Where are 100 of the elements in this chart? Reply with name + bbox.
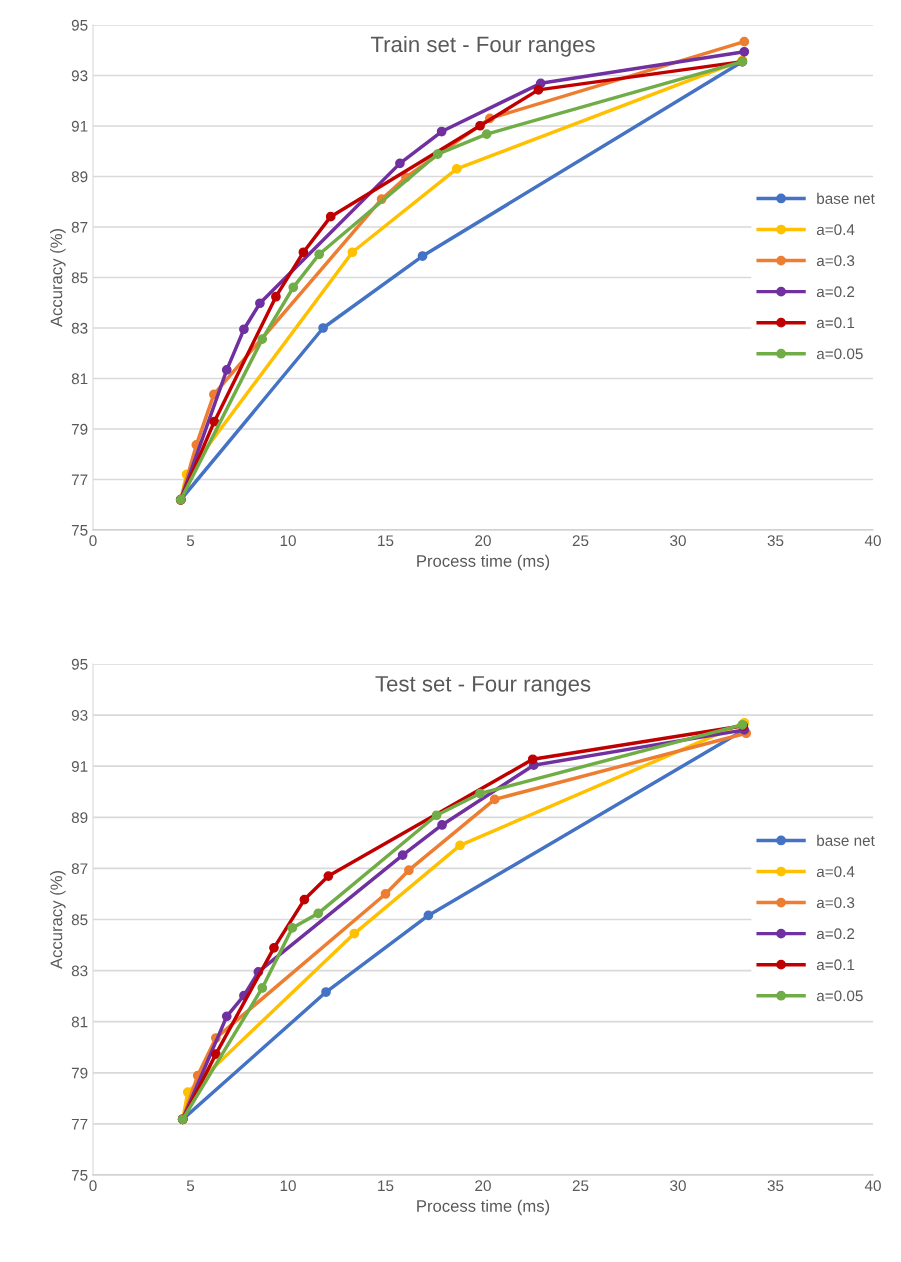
y-tick-label: 95 <box>71 658 88 670</box>
point <box>436 126 447 137</box>
y-tick-label: 87 <box>71 863 88 875</box>
y-tick-label: 85 <box>71 914 88 926</box>
x-tick-label: 15 <box>378 535 394 547</box>
point <box>423 910 434 921</box>
point <box>349 928 360 939</box>
point <box>298 247 309 258</box>
legend-label: a=0.1 <box>816 959 855 971</box>
y-axis-title: Accuracy (%) <box>50 228 66 328</box>
point <box>325 211 336 222</box>
y-tick-label: 75 <box>71 525 88 536</box>
point <box>432 149 443 159</box>
point <box>347 247 358 258</box>
point <box>318 323 328 333</box>
x-tick-label: 5 <box>186 535 195 547</box>
point <box>533 85 544 95</box>
y-tick-label: 85 <box>71 272 88 284</box>
x-tick-label: 5 <box>186 1180 195 1192</box>
x-tick-label: 30 <box>670 1180 686 1192</box>
y-tick-label: 77 <box>71 1118 88 1130</box>
x-tick-label: 0 <box>89 1180 97 1192</box>
y-tick-label: 93 <box>71 709 88 721</box>
y-tick-label: 83 <box>71 322 88 334</box>
legend-label: base net <box>817 834 875 846</box>
point <box>404 865 414 876</box>
x-tick-label: 25 <box>572 535 589 547</box>
x-axis-title: Process time (ms) <box>417 1199 550 1216</box>
point <box>417 251 428 261</box>
y-tick-label: 81 <box>71 373 88 385</box>
y-tick-label: 87 <box>71 221 88 233</box>
point <box>323 871 334 881</box>
point <box>209 416 220 427</box>
point <box>313 908 324 919</box>
chart-title: Test set - Four ranges <box>375 676 591 697</box>
x-tick-label: 20 <box>475 1180 491 1192</box>
legend-label: a=0.4 <box>816 224 855 236</box>
point <box>489 794 500 805</box>
legend-label: a=0.3 <box>816 255 855 267</box>
y-tick-label: 91 <box>71 120 88 132</box>
point <box>210 1049 221 1060</box>
point <box>239 324 249 335</box>
point <box>451 164 462 174</box>
legend-label: a=0.05 <box>816 348 863 360</box>
point <box>739 36 750 47</box>
point <box>527 754 538 765</box>
point <box>221 1011 232 1022</box>
x-tick-label: 15 <box>378 1180 394 1192</box>
y-tick-label: 95 <box>71 19 88 31</box>
point <box>221 365 232 375</box>
x-tick-label: 25 <box>572 1180 589 1192</box>
point <box>271 291 281 302</box>
legend-label: a=0.2 <box>816 928 855 940</box>
point <box>739 46 750 57</box>
point <box>380 889 391 899</box>
point <box>431 810 442 821</box>
point <box>255 298 265 309</box>
x-tick-label: 20 <box>475 535 491 547</box>
y-tick-label: 91 <box>71 761 88 772</box>
x-tick-label: 35 <box>767 1180 784 1192</box>
point <box>314 249 325 260</box>
y-tick-label: 89 <box>71 171 88 183</box>
y-tick-label: 79 <box>71 423 88 435</box>
point <box>257 983 268 993</box>
legend-label: a=0.4 <box>816 866 855 878</box>
point <box>395 158 405 169</box>
x-tick-label: 40 <box>864 1180 881 1192</box>
legend-label: base net <box>817 192 875 204</box>
y-tick-label: 93 <box>71 70 88 82</box>
x-tick-label: 30 <box>670 535 686 547</box>
point <box>288 282 299 293</box>
y-tick-label: 79 <box>71 1067 88 1079</box>
x-tick-label: 40 <box>864 535 881 547</box>
x-tick-label: 35 <box>767 535 784 547</box>
y-tick-label: 75 <box>71 1170 88 1181</box>
point <box>481 129 492 139</box>
point <box>455 840 465 851</box>
point <box>397 850 408 860</box>
point <box>475 120 485 131</box>
point <box>269 942 279 953</box>
y-axis-title: Accuracy (%) <box>50 870 66 970</box>
point <box>437 820 447 830</box>
point <box>475 788 485 799</box>
point <box>321 987 331 997</box>
y-tick-label: 83 <box>71 965 88 977</box>
x-tick-label: 10 <box>280 1180 296 1192</box>
x-axis-title: Process time (ms) <box>417 554 550 571</box>
point <box>299 894 310 905</box>
y-tick-label: 77 <box>71 474 88 486</box>
point <box>287 923 298 933</box>
y-tick-label: 81 <box>71 1016 88 1028</box>
legend-label: a=0.1 <box>816 317 855 329</box>
legend-label: a=0.2 <box>816 286 855 298</box>
legend-label: a=0.3 <box>816 897 855 909</box>
x-tick-label: 0 <box>89 535 97 547</box>
legend-label: a=0.05 <box>816 990 863 1002</box>
point <box>257 334 268 344</box>
chart-title: Train set - Four ranges <box>370 35 595 57</box>
y-tick-label: 89 <box>71 812 88 823</box>
x-tick-label: 10 <box>280 535 296 547</box>
